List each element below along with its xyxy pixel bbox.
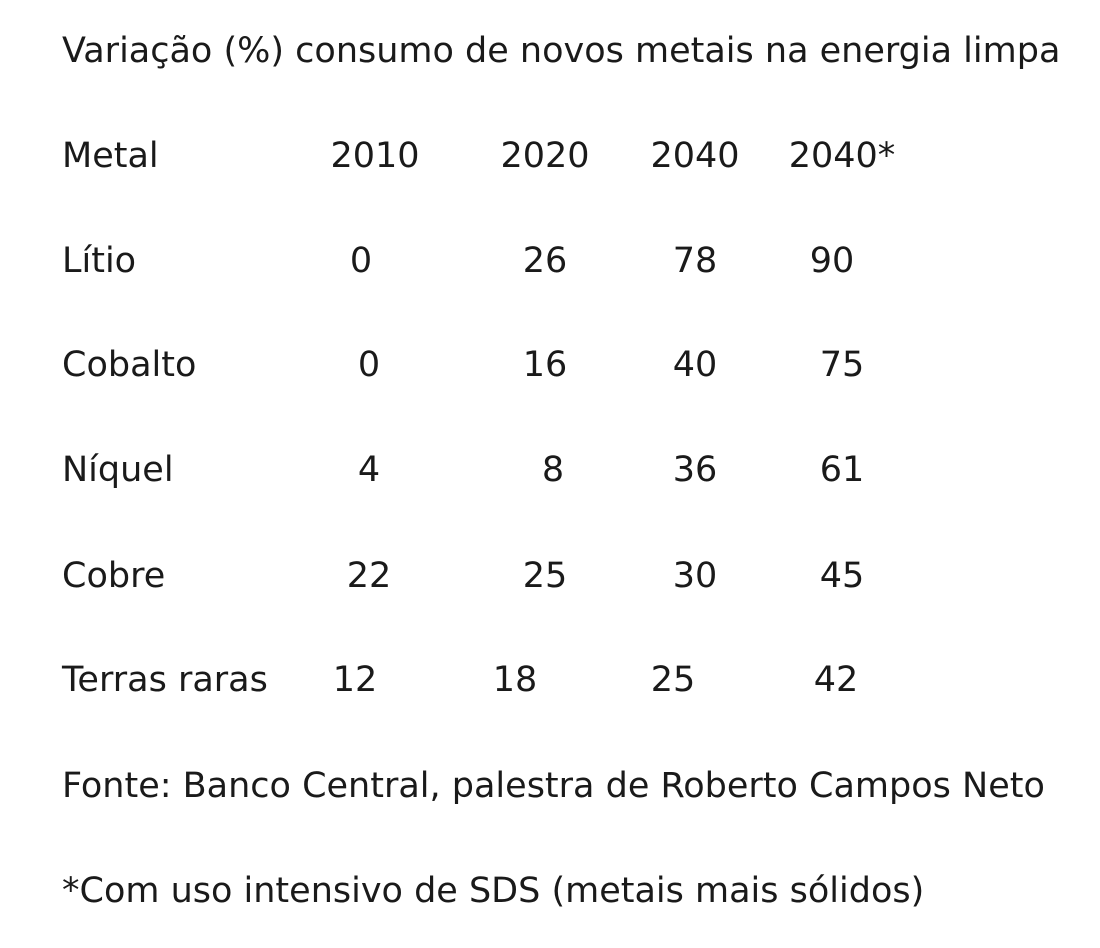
value-2020: 16 [522, 345, 568, 385]
value-2040: 30 [672, 556, 718, 596]
value-2040-sds: 75 [819, 345, 865, 385]
metal-name: Lítio [62, 241, 137, 281]
column-header-2040: 2040 [650, 136, 740, 176]
column-header-2020: 2020 [500, 136, 590, 176]
metal-name: Cobalto [62, 345, 197, 385]
value-2040-sds: 61 [819, 450, 865, 490]
table-row-litio: Lítio 0 26 78 90 [0, 244, 1100, 284]
value-2040: 78 [672, 241, 718, 281]
value-2020: 8 [541, 450, 565, 490]
value-2020: 25 [522, 556, 568, 596]
value-2010: 12 [332, 660, 378, 700]
table-row-niquel: Níquel 4 8 36 61 [0, 453, 1100, 493]
value-2010: 22 [346, 556, 392, 596]
value-2020: 18 [492, 660, 538, 700]
value-2010: 0 [349, 241, 373, 281]
column-header-metal: Metal [62, 136, 159, 176]
column-header-2010: 2010 [330, 136, 420, 176]
table-header-row: Metal 2010 2020 2040 2040* [0, 139, 1100, 179]
value-2040-sds: 42 [813, 660, 859, 700]
value-2040-sds: 45 [819, 556, 865, 596]
value-2010: 4 [357, 450, 381, 490]
value-2040: 40 [672, 345, 718, 385]
table-row-terras-raras: Terras raras 12 18 25 42 [0, 663, 1100, 703]
value-2020: 26 [522, 241, 568, 281]
value-2040: 36 [672, 450, 718, 490]
table-row-cobre: Cobre 22 25 30 45 [0, 559, 1100, 599]
value-2040: 25 [650, 660, 696, 700]
table-row-cobalto: Cobalto 0 16 40 75 [0, 348, 1100, 388]
metal-name: Níquel [62, 450, 174, 490]
footnote: *Com uso intensivo de SDS (metais mais s… [62, 871, 925, 911]
column-header-2040-sds: 2040* [788, 136, 896, 176]
metal-name: Terras raras [62, 660, 268, 700]
value-2040-sds: 90 [809, 241, 855, 281]
metal-name: Cobre [62, 556, 166, 596]
source-note: Fonte: Banco Central, palestra de Robert… [62, 766, 1045, 806]
page-title: Variação (%) consumo de novos metais na … [62, 31, 1061, 71]
value-2010: 0 [357, 345, 381, 385]
